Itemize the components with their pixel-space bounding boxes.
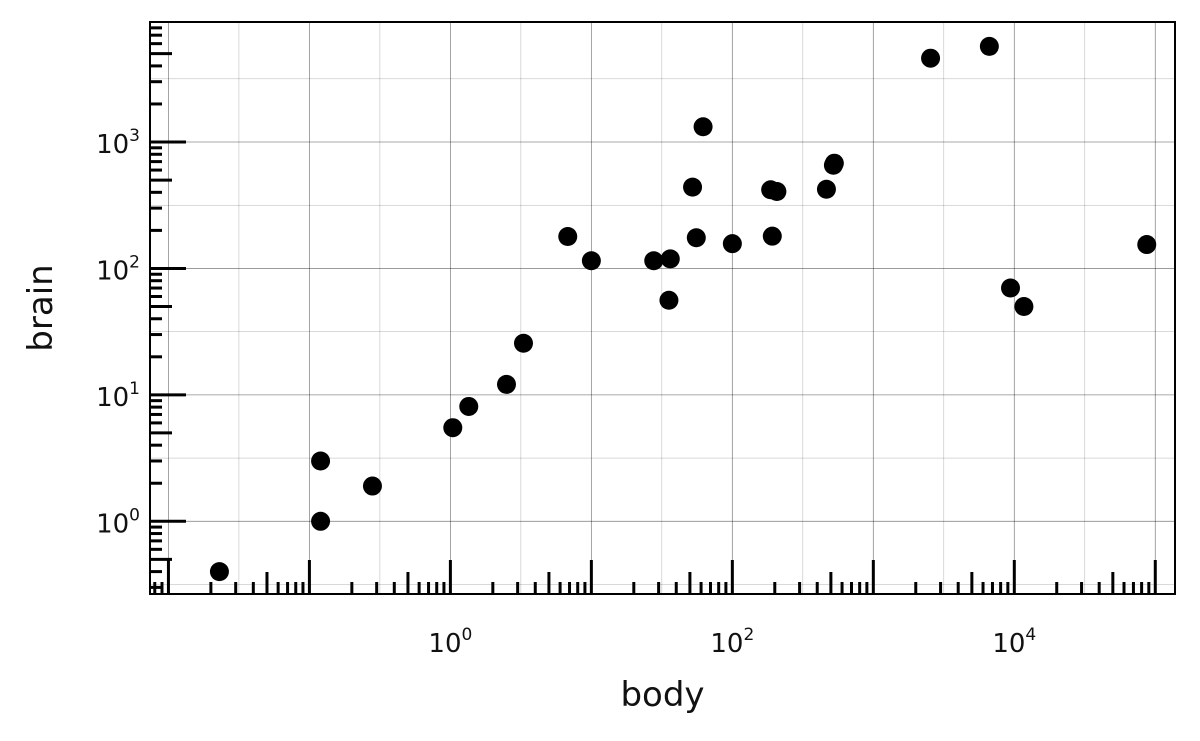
data-point [722,234,742,254]
y-tick-label: 101 [96,379,140,413]
data-point [686,228,706,248]
x-tick-labels: 100 102 104 [428,625,1036,659]
data-point [1137,235,1157,255]
y-tick-label: 103 [96,126,140,160]
data-point [921,48,941,68]
data-point [581,251,601,271]
y-axis-title: brain [21,264,61,351]
data-points [209,36,1157,582]
y-tick-label: 100 [96,505,140,539]
data-point [659,290,679,310]
data-point [979,36,999,56]
data-point [683,177,703,197]
data-point [311,511,331,531]
x-axis-title: body [620,675,704,715]
y-tick-labels: 100 101 102 103 [96,126,140,539]
y-tick-label: 102 [96,252,140,286]
grid-lines [150,22,1175,594]
data-point [513,333,533,353]
data-point [496,374,516,394]
data-point [762,226,782,246]
data-point [767,182,787,202]
x-rug [153,560,1157,594]
data-point [1014,297,1034,317]
data-point [644,251,664,271]
data-point [824,153,844,173]
data-point [459,396,479,416]
x-tick-label: 102 [710,625,754,659]
data-point [443,418,463,438]
x-tick-label: 100 [428,625,472,659]
data-point [693,117,713,137]
data-point [660,249,680,269]
data-point [558,226,578,246]
x-tick-label: 104 [992,625,1036,659]
plot-frame [149,21,1176,595]
data-point [311,451,331,471]
data-point [1001,278,1021,298]
data-point [209,562,229,582]
data-point [816,179,836,199]
data-point [362,476,382,496]
y-rug [150,26,186,589]
